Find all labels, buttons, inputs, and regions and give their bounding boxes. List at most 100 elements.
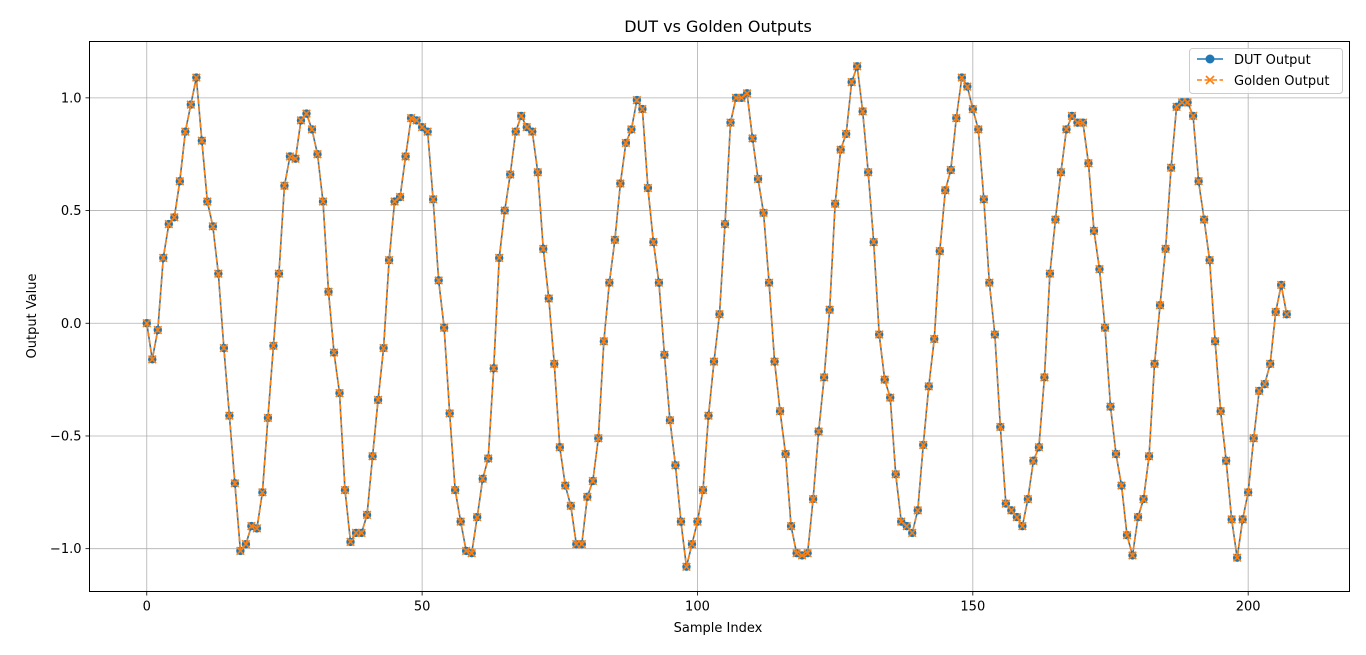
data-point-golden (313, 149, 322, 159)
data-point-golden (329, 348, 339, 357)
data-point-golden (164, 219, 174, 229)
data-point-golden (577, 539, 587, 549)
data-point-golden (1166, 163, 1176, 173)
data-point-golden (913, 505, 923, 515)
data-point-golden (483, 454, 493, 463)
data-point-golden (208, 221, 218, 231)
data-point-golden (340, 485, 350, 495)
data-point-golden (169, 212, 179, 222)
data-point-golden (1007, 505, 1016, 515)
data-point-golden (825, 305, 835, 315)
data-point-golden (1249, 433, 1259, 443)
data-point-golden (423, 127, 432, 137)
data-point-golden (643, 183, 653, 193)
data-point-golden (621, 138, 631, 148)
y-tick-label: 0.5 (61, 204, 82, 219)
x-tick-label: 0 (143, 600, 151, 615)
data-point-golden (527, 127, 537, 137)
legend-marker-dut (1205, 54, 1215, 64)
data-point-golden (709, 357, 719, 366)
data-point-golden (660, 350, 669, 360)
data-point-golden (395, 192, 405, 202)
data-point-golden (434, 276, 444, 285)
data-point-golden (924, 382, 934, 391)
data-point-golden (687, 539, 697, 549)
data-point-golden (869, 237, 879, 247)
data-point-golden (412, 116, 421, 125)
data-point-golden (368, 451, 377, 461)
data-point-golden (186, 100, 196, 109)
data-point-golden (263, 413, 273, 423)
data-point-golden (990, 330, 1000, 339)
data-point-golden (665, 415, 675, 425)
data-point-golden (1040, 372, 1049, 382)
series-layer (142, 61, 1292, 572)
data-point-golden (1106, 402, 1115, 412)
data-point-golden (968, 104, 978, 114)
data-point-golden (1034, 442, 1044, 452)
data-point-golden (984, 278, 994, 288)
data-point-golden (1188, 111, 1198, 121)
data-point-golden (241, 539, 251, 549)
data-point-golden (280, 181, 289, 191)
y-tick-label: 1.0 (61, 91, 82, 106)
data-point-golden (478, 474, 488, 484)
data-point-golden (1111, 449, 1121, 459)
data-point-golden (1067, 111, 1077, 121)
data-point-golden (940, 185, 950, 195)
data-point-golden (654, 278, 664, 288)
data-point-golden (247, 521, 256, 531)
data-point-golden (918, 440, 928, 450)
data-point-golden (1210, 336, 1220, 346)
data-point-golden (1216, 406, 1226, 416)
data-point-golden (1128, 551, 1137, 560)
data-point-golden (819, 372, 829, 382)
data-point-golden (555, 442, 565, 452)
data-point-golden (726, 118, 735, 128)
data-point-golden (1150, 359, 1159, 369)
data-point-golden (202, 197, 212, 206)
data-point-golden (885, 393, 895, 403)
data-point-golden (715, 309, 724, 319)
data-point-golden (797, 551, 807, 560)
data-point-golden (318, 197, 328, 206)
data-point-golden (180, 127, 190, 137)
data-point-golden (439, 323, 449, 333)
data-point-golden (296, 116, 306, 125)
data-point-golden (935, 246, 945, 256)
data-point-golden (1051, 215, 1060, 224)
data-point-golden (236, 546, 245, 556)
data-point-golden (979, 194, 989, 204)
data-point-golden (560, 481, 570, 490)
data-point-golden (307, 125, 317, 134)
data-point-golden (1238, 515, 1248, 524)
data-point-golden (792, 548, 801, 558)
data-point-golden (632, 95, 642, 105)
data-point-golden (158, 253, 168, 263)
legend-label-dut: DUT Output (1234, 53, 1311, 68)
data-point-golden (610, 235, 620, 245)
data-point-golden (1265, 359, 1275, 369)
grid-lines (89, 41, 1350, 592)
data-point-golden (957, 73, 967, 82)
data-point-golden (671, 460, 680, 470)
data-point-golden (346, 537, 355, 547)
data-point-golden (907, 528, 917, 538)
data-point-golden (324, 287, 333, 297)
y-tick-label: −1.0 (50, 542, 82, 557)
data-point-golden (511, 127, 521, 137)
data-point-golden (252, 524, 262, 533)
data-point-golden (1260, 379, 1270, 389)
data-point-golden (373, 395, 383, 405)
data-point-golden (593, 433, 603, 443)
data-point-golden (1001, 499, 1011, 508)
legend-marker-golden (1205, 75, 1215, 85)
data-point-golden (852, 61, 862, 71)
data-point-golden (759, 208, 768, 218)
data-point-golden (472, 512, 482, 522)
data-point-golden (489, 363, 499, 373)
data-point-golden (1271, 307, 1281, 317)
data-point-golden (1276, 280, 1286, 290)
data-point-golden (1084, 158, 1093, 168)
